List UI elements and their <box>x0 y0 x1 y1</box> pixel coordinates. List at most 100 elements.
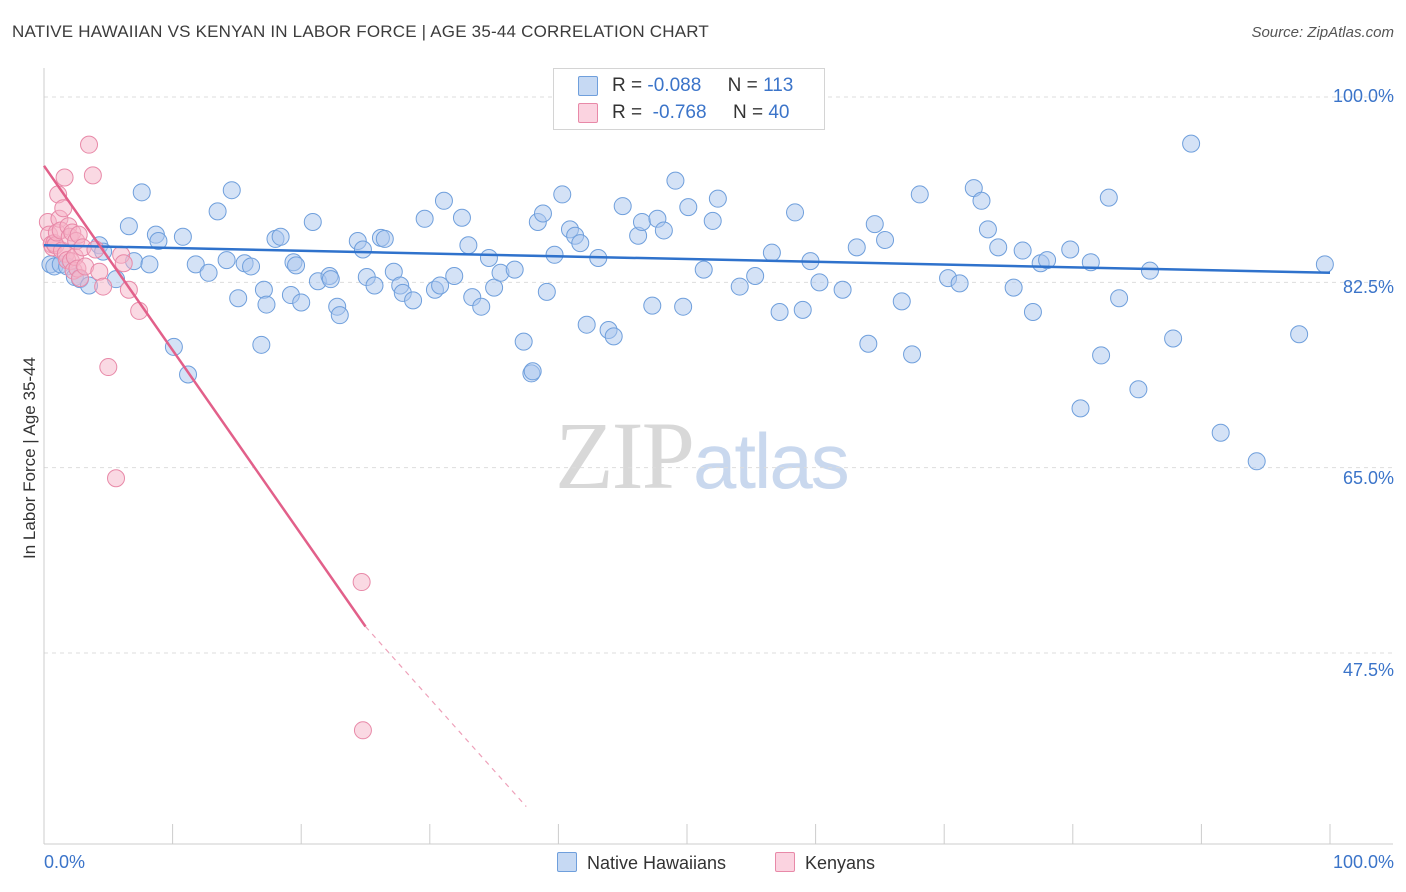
data-point-native-hawaiian <box>810 273 829 292</box>
y-tick-label: 47.5% <box>1342 660 1394 680</box>
data-point-kenyan <box>54 199 73 218</box>
data-point-native-hawaiian <box>679 198 698 217</box>
legend-item-kenyans[interactable]: Kenyans <box>775 852 875 874</box>
watermark-atlas: atlas <box>693 417 850 505</box>
data-point-native-hawaiian <box>950 274 969 293</box>
source-label: Source: ZipAtlas.com <box>1251 24 1394 41</box>
legend-n-label: N = <box>727 75 758 96</box>
watermark: ZIPatlas <box>555 400 850 511</box>
data-point-native-hawaiian <box>1140 261 1159 280</box>
data-point-native-hawaiian <box>330 306 349 325</box>
series-legend: Native Hawaiians Kenyans <box>0 852 1406 878</box>
data-point-native-hawaiian <box>404 291 423 310</box>
legend-r-value: -0.088 <box>647 75 702 96</box>
data-point-native-hawaiian <box>666 171 685 190</box>
data-point-native-hawaiian <box>1182 134 1201 153</box>
data-point-native-hawaiian <box>533 204 552 223</box>
data-point-native-hawaiian <box>119 217 138 236</box>
data-point-native-hawaiian <box>303 212 322 231</box>
chart-title: NATIVE HAWAIIAN VS KENYAN IN LABOR FORCE… <box>12 22 709 41</box>
data-point-native-hawaiian <box>434 191 453 210</box>
data-point-native-hawaiian <box>545 245 564 264</box>
y-axis-label: In Labor Force | Age 35-44 <box>20 357 39 559</box>
data-point-native-hawaiian <box>472 297 491 316</box>
data-point-native-hawaiian <box>1071 399 1090 418</box>
legend-r-label: R = <box>612 75 643 96</box>
data-point-native-hawaiian <box>164 337 183 356</box>
watermark-zip: ZIP <box>555 402 695 509</box>
legend-r-value: -0.768 <box>652 102 707 123</box>
x-tick-label-max: 100.0% <box>1332 852 1394 872</box>
legend-swatch-pink <box>775 852 795 872</box>
legend-swatch-pink <box>578 103 598 123</box>
data-point-kenyan <box>99 358 118 377</box>
data-point-native-hawaiian <box>1211 423 1230 442</box>
data-point-kenyan <box>83 166 102 185</box>
data-point-native-hawaiian <box>892 292 911 311</box>
data-point-native-hawaiian <box>972 191 991 210</box>
data-point-native-hawaiian <box>865 215 884 234</box>
data-point-native-hawaiian <box>762 243 781 262</box>
data-point-kenyan <box>353 721 372 740</box>
data-point-native-hawaiian <box>1038 251 1057 270</box>
data-point-native-hawaiian <box>485 278 504 297</box>
data-point-native-hawaiian <box>514 332 533 351</box>
data-point-native-hawaiian <box>847 238 866 257</box>
data-point-native-hawaiian <box>523 362 542 381</box>
trend-line-kenyans-extrapolated <box>365 626 527 807</box>
data-point-native-hawaiian <box>257 295 276 314</box>
data-point-native-hawaiian <box>632 212 651 231</box>
data-point-native-hawaiian <box>1099 188 1118 207</box>
legend-n-value: 113 <box>763 75 794 96</box>
data-point-native-hawaiian <box>786 203 805 222</box>
legend-item-native-hawaiians[interactable]: Native Hawaiians <box>557 852 726 874</box>
data-point-native-hawaiian <box>978 220 997 239</box>
data-point-native-hawaiian <box>208 202 227 221</box>
data-point-native-hawaiian <box>1110 289 1129 308</box>
data-point-native-hawaiian <box>271 227 290 246</box>
data-point-native-hawaiian <box>859 334 878 353</box>
data-point-native-hawaiian <box>479 248 498 267</box>
data-point-native-hawaiian <box>1129 380 1148 399</box>
data-point-native-hawaiian <box>694 260 713 279</box>
data-point-native-hawaiian <box>833 280 852 299</box>
data-point-native-hawaiian <box>571 234 590 253</box>
data-point-native-hawaiian <box>553 185 572 204</box>
data-point-native-hawaiian <box>252 335 271 354</box>
data-point-native-hawaiian <box>375 229 394 248</box>
data-point-native-hawaiian <box>199 263 218 282</box>
data-point-kenyan <box>90 262 109 281</box>
data-point-native-hawaiian <box>577 315 596 334</box>
data-point-native-hawaiian <box>708 189 727 208</box>
data-point-native-hawaiian <box>770 302 789 321</box>
data-point-native-hawaiian <box>910 185 929 204</box>
data-point-native-hawaiian <box>140 255 159 274</box>
data-point-native-hawaiian <box>654 221 673 240</box>
data-point-native-hawaiian <box>1164 329 1183 348</box>
data-point-kenyan <box>114 254 133 273</box>
data-point-native-hawaiian <box>217 251 236 270</box>
data-point-native-hawaiian <box>1247 452 1266 471</box>
data-point-native-hawaiian <box>173 227 192 246</box>
data-point-native-hawaiian <box>292 293 311 312</box>
data-point-native-hawaiian <box>1092 346 1111 365</box>
legend-swatch-blue <box>578 76 598 96</box>
data-point-native-hawaiian <box>415 209 434 228</box>
y-tick-label: 82.5% <box>1342 277 1394 297</box>
y-tick-label: 65.0% <box>1342 468 1394 488</box>
x-tick-label-min: 0.0% <box>44 852 86 872</box>
data-point-native-hawaiian <box>431 276 450 295</box>
data-point-native-hawaiian <box>186 255 205 274</box>
y-tick-label: 100.0% <box>1332 86 1394 106</box>
data-point-native-hawaiian <box>229 289 248 308</box>
data-point-kenyan <box>352 573 371 592</box>
data-point-native-hawaiian <box>1061 240 1080 259</box>
data-point-native-hawaiian <box>1013 241 1032 260</box>
data-point-native-hawaiian <box>1004 278 1023 297</box>
data-point-native-hawaiian <box>537 282 556 301</box>
data-point-native-hawaiian <box>505 260 524 279</box>
trend-line-native-hawaiians <box>43 244 1331 275</box>
legend-n-value: 40 <box>768 102 790 123</box>
data-point-native-hawaiian <box>643 296 662 315</box>
data-point-native-hawaiian <box>1290 325 1309 344</box>
